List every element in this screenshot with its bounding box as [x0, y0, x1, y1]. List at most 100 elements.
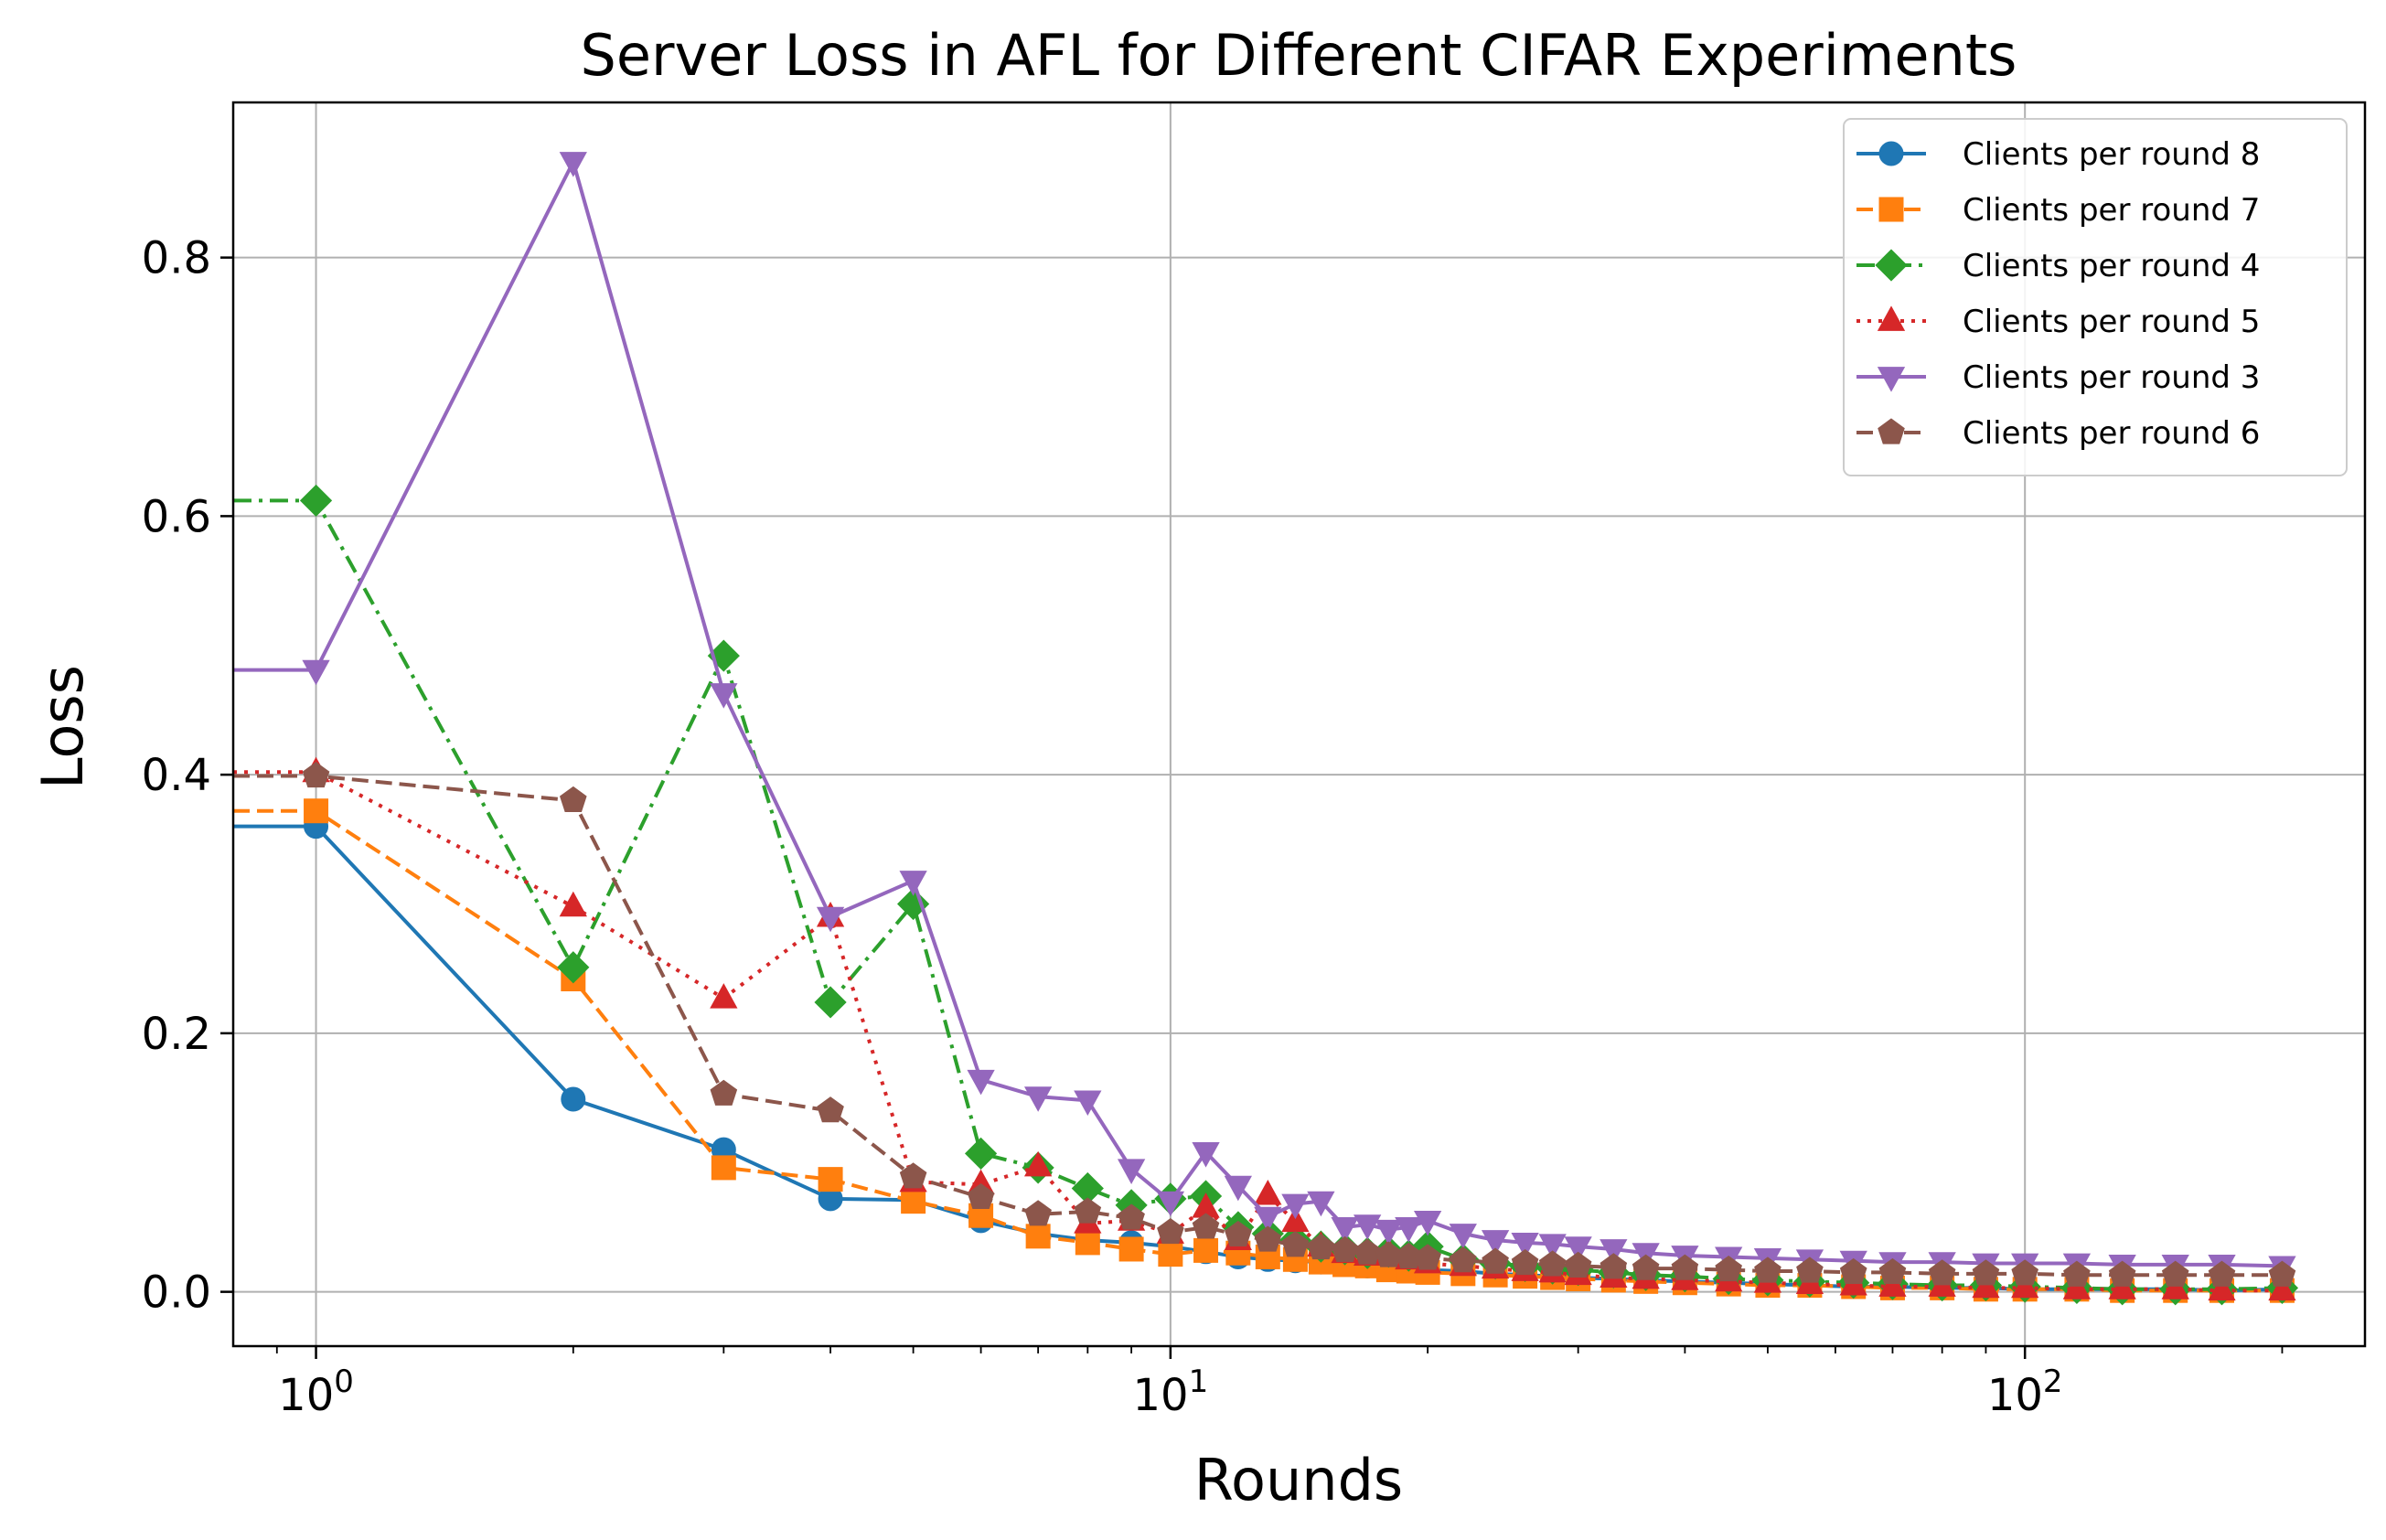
data-point [1413, 1210, 1442, 1236]
data-point [1796, 1257, 1824, 1283]
y-tick-label: 0.4 [142, 750, 211, 801]
data-point [1482, 1247, 1509, 1274]
legend-box [1843, 118, 2348, 476]
legend-item: Clients per round 7 [1856, 192, 2260, 229]
data-point [559, 891, 587, 917]
y-axis-label: Loss [29, 665, 96, 789]
x-tick-label: 102 [1987, 1364, 2063, 1421]
chart-title: Server Loss in AFL for Different CIFAR E… [581, 22, 2017, 89]
data-point [1192, 1213, 1220, 1239]
data-point [1511, 1233, 1539, 1258]
data-point [814, 986, 847, 1019]
data-point [711, 1155, 736, 1181]
data-point [1600, 1253, 1628, 1279]
data-point [2161, 1274, 2189, 1299]
legend-label: Clients per round 4 [1963, 248, 2260, 284]
y-tick-label: 0.2 [142, 1009, 211, 1060]
data-point [1375, 1219, 1403, 1246]
legend-marker [1875, 249, 1908, 282]
legend-item: Clients per round 3 [1856, 359, 2260, 396]
data-point [1449, 1224, 1477, 1249]
data-point [1878, 1257, 1907, 1285]
data-point [2062, 1274, 2092, 1299]
data-point [1972, 1272, 2000, 1299]
data-point [1118, 1236, 1144, 1262]
data-point [2063, 1260, 2091, 1287]
legend-item: Clients per round 5 [1856, 304, 2260, 340]
data-point [302, 761, 330, 788]
data-point [2161, 1260, 2189, 1287]
legend-item: Clients per round 6 [1856, 415, 2260, 452]
data-point [1024, 1200, 1052, 1226]
data-point [1307, 1191, 1335, 1217]
data-point [1193, 1237, 1219, 1263]
data-point [1225, 1220, 1252, 1247]
y-tick-label: 0.8 [142, 233, 211, 284]
data-point [302, 659, 330, 686]
legend-label: Clients per round 8 [1963, 136, 2260, 173]
data-point [1307, 1233, 1335, 1260]
data-point [1192, 1142, 1220, 1168]
legend-item: Clients per round 8 [1856, 136, 2260, 173]
data-point [1564, 1236, 1592, 1262]
data-point [899, 871, 927, 896]
data-point [1353, 1214, 1382, 1240]
data-point [710, 1079, 738, 1106]
data-point [1281, 1193, 1310, 1220]
data-point [1715, 1256, 1742, 1282]
data-point [1023, 1150, 1053, 1177]
data-point [1117, 1159, 1146, 1184]
data-point [1878, 1271, 1907, 1297]
data-point [1157, 1218, 1184, 1245]
x-axis-label: Rounds [1194, 1447, 1403, 1513]
data-point [1074, 1090, 1102, 1117]
data-point [2268, 1260, 2296, 1287]
data-point [1224, 1175, 1252, 1202]
legend: Clients per round 8 Clients per round 7 Cl… [1843, 118, 2348, 476]
legend-label: Clients per round 7 [1963, 192, 2260, 229]
data-point [1075, 1230, 1100, 1256]
x-tick-label: 101 [1133, 1364, 1209, 1421]
data-point [2108, 1274, 2136, 1299]
data-point [1156, 1191, 1185, 1217]
data-point [1754, 1257, 1781, 1283]
data-point [1564, 1251, 1592, 1278]
data-point [2208, 1260, 2236, 1287]
data-point [710, 683, 738, 709]
data-point [1839, 1257, 1867, 1285]
data-point [1511, 1248, 1539, 1276]
data-point [1023, 1086, 1053, 1112]
data-point [557, 951, 590, 984]
legend-item: Clients per round 4 [1856, 248, 2260, 284]
data-point [1074, 1197, 1102, 1224]
data-point [1158, 1242, 1183, 1267]
data-point [1538, 1250, 1567, 1277]
data-point [1395, 1217, 1423, 1243]
data-point [967, 1182, 995, 1210]
data-point [2011, 1259, 2039, 1286]
legend-label: Clients per round 6 [1963, 415, 2260, 452]
data-point [2011, 1272, 2039, 1299]
data-point [1414, 1244, 1441, 1270]
data-point [1600, 1239, 1628, 1265]
data-point [561, 1086, 586, 1112]
data-point [299, 484, 333, 518]
data-point [817, 1096, 844, 1123]
data-point [1449, 1246, 1477, 1273]
legend-marker [1877, 305, 1906, 331]
data-point [710, 983, 738, 1009]
data-point [818, 1167, 843, 1192]
legend-marker [1878, 197, 1904, 222]
data-point [1331, 1217, 1359, 1243]
data-point [964, 1137, 998, 1170]
y-tick-label: 0.0 [142, 1267, 211, 1319]
data-point [559, 152, 587, 177]
data-point [1254, 1225, 1282, 1252]
data-point [1331, 1235, 1359, 1262]
data-point [1481, 1230, 1510, 1256]
data-point [816, 906, 845, 933]
legend-label: Clients per round 5 [1963, 304, 2260, 340]
data-point [1353, 1238, 1381, 1265]
data-point [1254, 1206, 1282, 1233]
